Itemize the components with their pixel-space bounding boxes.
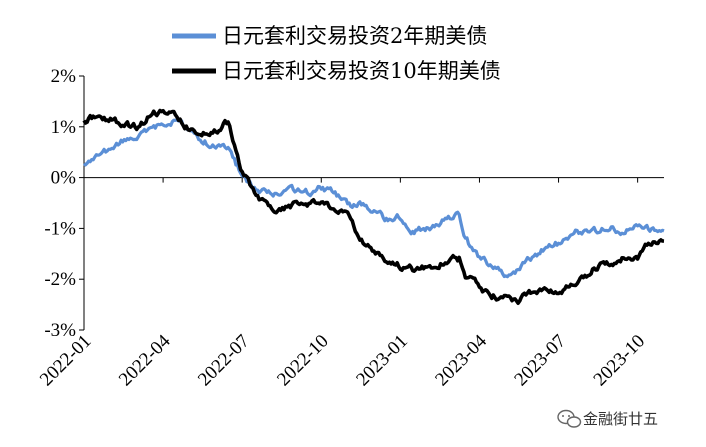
legend-label-2y: 日元套利交易投资2年期美债	[222, 24, 487, 48]
axes	[79, 75, 664, 331]
y-tick-label: -1%	[44, 218, 76, 239]
x-tick-label: 2023-01	[352, 331, 412, 391]
wechat-icon	[557, 409, 582, 428]
x-tick-label: 2023-07	[510, 331, 570, 391]
x-tick-label: 2022-07	[194, 331, 254, 391]
watermark: 金融街廿五	[557, 409, 658, 428]
series-line-10y	[82, 108, 665, 305]
y-tick-label: -3%	[44, 320, 76, 341]
x-tick-label: 2023-04	[431, 330, 491, 390]
x-tick-label: 2023-10	[590, 331, 650, 391]
x-tick-label: 2022-04	[115, 330, 175, 390]
tick-labels: 2%1%0%-1%-2%-3%2022-01 2022-04 2022-07 2022…	[36, 66, 649, 390]
y-tick-label: 1%	[51, 117, 77, 138]
y-tick-label: 0%	[51, 168, 77, 189]
y-tick-label: 2%	[51, 66, 77, 87]
legend-label-10y: 日元套利交易投资10年期美债	[222, 59, 501, 83]
plot-area	[82, 108, 665, 305]
legend: 日元套利交易投资2年期美债 日元套利交易投资10年期美债	[172, 24, 501, 83]
y-tick-label: -2%	[44, 269, 76, 290]
x-tick-label: 2022-10	[273, 331, 333, 391]
watermark-text: 金融街廿五	[583, 410, 658, 428]
